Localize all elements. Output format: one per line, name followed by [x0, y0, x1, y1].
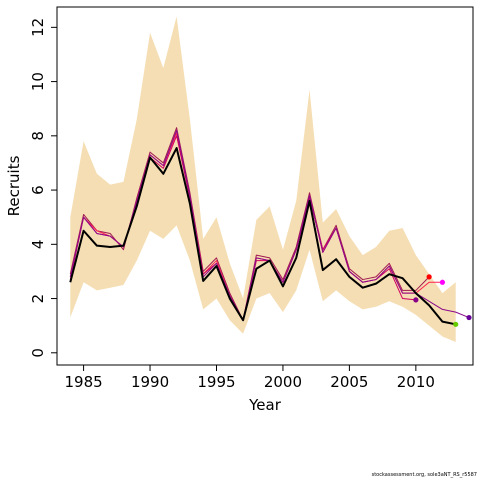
y-tick-label: 8 — [29, 131, 47, 141]
footer-credit: stockassessment.org, sole3aNT_RS_r5587 — [371, 472, 477, 478]
x-tick-label: 1985 — [64, 373, 102, 391]
series-end-point-2 — [439, 279, 446, 285]
x-tick-label: 2000 — [264, 373, 302, 391]
series-line-5 — [69, 147, 456, 326]
y-tick-label: 12 — [29, 18, 47, 37]
y-tick-label: 4 — [29, 240, 47, 250]
uncertainty-band — [70, 16, 456, 342]
y-axis: 0 2 4 6 8 10 12 — [29, 18, 57, 358]
y-tick-label: 10 — [29, 72, 47, 91]
series-end-point-3 — [413, 297, 419, 303]
confidence-band — [70, 16, 456, 342]
x-axis-label: Year — [248, 396, 282, 414]
x-tick-label: 1995 — [197, 373, 235, 391]
x-axis: 1985 1990 1995 2000 2005 2010 — [64, 365, 435, 391]
x-tick-label: 1990 — [131, 373, 169, 391]
y-tick-label: 6 — [29, 185, 47, 195]
x-tick-label: 2010 — [397, 373, 435, 391]
series-end-point-1 — [426, 274, 432, 280]
series-end-point-4 — [466, 314, 472, 321]
series-lines — [69, 127, 470, 326]
end-markers — [413, 274, 472, 327]
series-end-point-5 — [453, 321, 459, 327]
x-tick-label: 2005 — [330, 373, 368, 391]
y-tick-label: 2 — [29, 294, 47, 304]
y-axis-label: Recruits — [5, 155, 23, 216]
plot-frame — [56, 6, 474, 366]
y-tick-label: 0 — [29, 348, 47, 358]
